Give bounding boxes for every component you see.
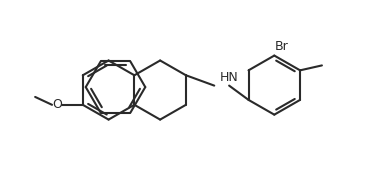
Text: Br: Br (274, 40, 288, 53)
Text: HN: HN (220, 71, 239, 84)
Text: O: O (52, 98, 62, 111)
